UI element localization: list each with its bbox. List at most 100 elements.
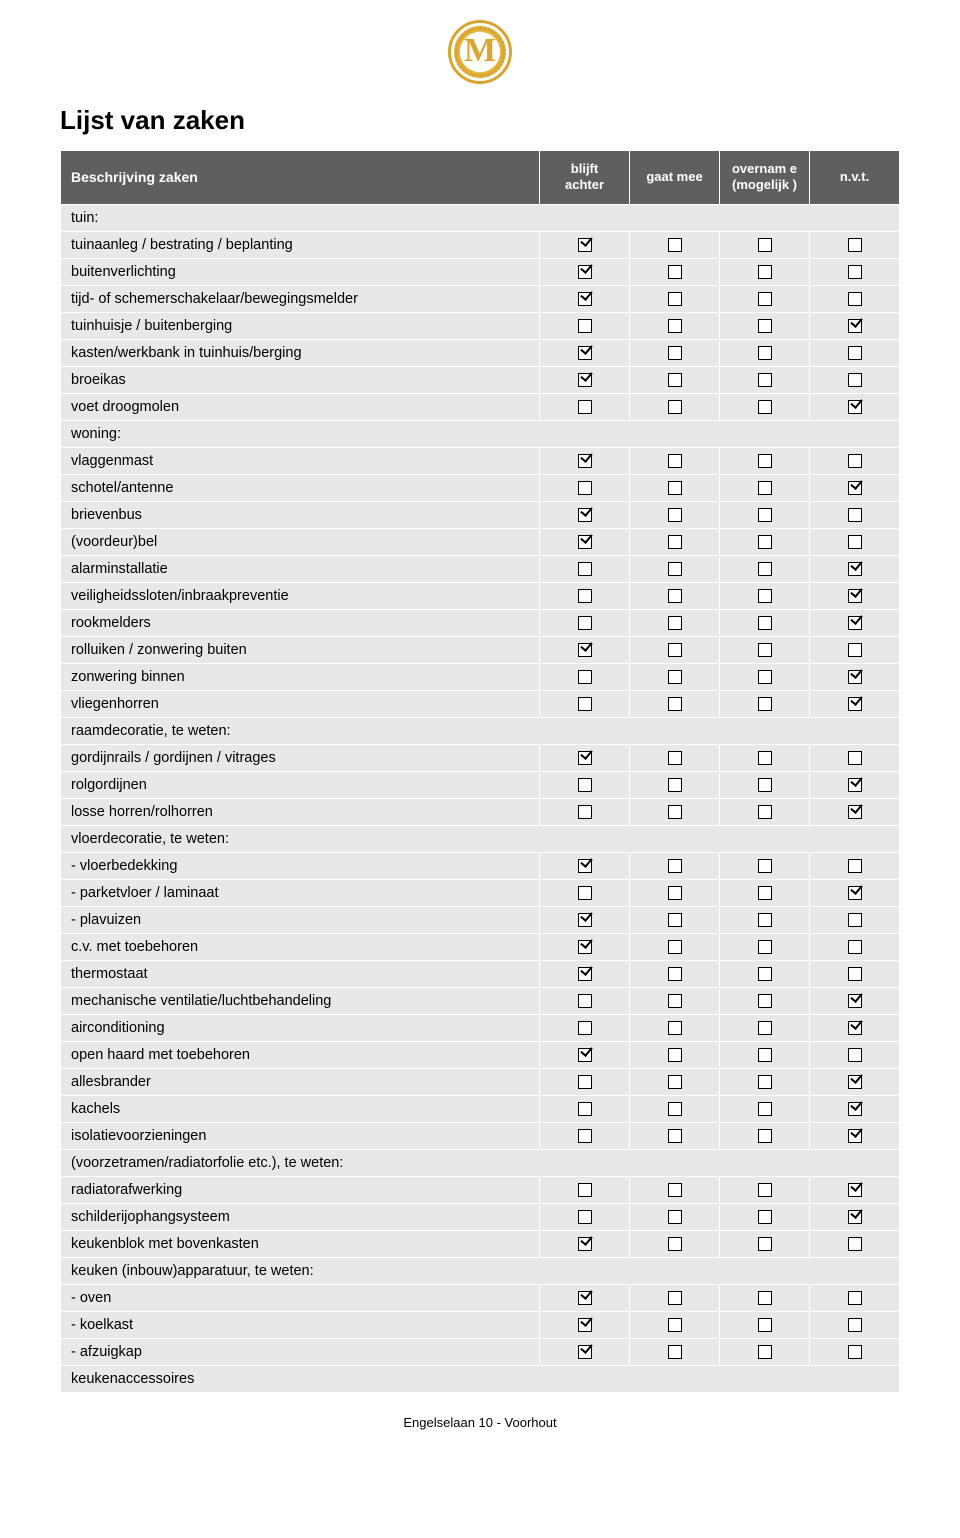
checkbox-empty-icon[interactable] bbox=[758, 1291, 772, 1305]
checkbox-empty-icon[interactable] bbox=[848, 913, 862, 927]
checkbox-empty-icon[interactable] bbox=[578, 994, 592, 1008]
checkbox-empty-icon[interactable] bbox=[758, 778, 772, 792]
checkbox-empty-icon[interactable] bbox=[758, 616, 772, 630]
checkbox-empty-icon[interactable] bbox=[578, 697, 592, 711]
checkbox-empty-icon[interactable] bbox=[758, 1237, 772, 1251]
checkbox-empty-icon[interactable] bbox=[758, 913, 772, 927]
checkbox-checked-icon[interactable] bbox=[578, 238, 592, 252]
checkbox-empty-icon[interactable] bbox=[848, 508, 862, 522]
checkbox-empty-icon[interactable] bbox=[668, 994, 682, 1008]
checkbox-empty-icon[interactable] bbox=[758, 1048, 772, 1062]
checkbox-checked-icon[interactable] bbox=[578, 967, 592, 981]
checkbox-checked-icon[interactable] bbox=[848, 1210, 862, 1224]
checkbox-empty-icon[interactable] bbox=[758, 535, 772, 549]
checkbox-empty-icon[interactable] bbox=[668, 967, 682, 981]
checkbox-checked-icon[interactable] bbox=[578, 1345, 592, 1359]
checkbox-empty-icon[interactable] bbox=[758, 643, 772, 657]
checkbox-empty-icon[interactable] bbox=[578, 1102, 592, 1116]
checkbox-empty-icon[interactable] bbox=[848, 967, 862, 981]
checkbox-checked-icon[interactable] bbox=[848, 1183, 862, 1197]
checkbox-empty-icon[interactable] bbox=[668, 265, 682, 279]
checkbox-empty-icon[interactable] bbox=[668, 1048, 682, 1062]
checkbox-checked-icon[interactable] bbox=[578, 751, 592, 765]
checkbox-empty-icon[interactable] bbox=[758, 751, 772, 765]
checkbox-empty-icon[interactable] bbox=[668, 670, 682, 684]
checkbox-checked-icon[interactable] bbox=[848, 778, 862, 792]
checkbox-empty-icon[interactable] bbox=[758, 1345, 772, 1359]
checkbox-empty-icon[interactable] bbox=[758, 994, 772, 1008]
checkbox-empty-icon[interactable] bbox=[758, 400, 772, 414]
checkbox-empty-icon[interactable] bbox=[758, 1129, 772, 1143]
checkbox-empty-icon[interactable] bbox=[668, 778, 682, 792]
checkbox-empty-icon[interactable] bbox=[578, 589, 592, 603]
checkbox-empty-icon[interactable] bbox=[668, 373, 682, 387]
checkbox-empty-icon[interactable] bbox=[668, 1075, 682, 1089]
checkbox-checked-icon[interactable] bbox=[578, 346, 592, 360]
checkbox-empty-icon[interactable] bbox=[668, 481, 682, 495]
checkbox-checked-icon[interactable] bbox=[848, 805, 862, 819]
checkbox-empty-icon[interactable] bbox=[668, 697, 682, 711]
checkbox-empty-icon[interactable] bbox=[668, 1021, 682, 1035]
checkbox-checked-icon[interactable] bbox=[848, 697, 862, 711]
checkbox-empty-icon[interactable] bbox=[668, 643, 682, 657]
checkbox-empty-icon[interactable] bbox=[758, 1318, 772, 1332]
checkbox-checked-icon[interactable] bbox=[848, 1102, 862, 1116]
checkbox-checked-icon[interactable] bbox=[848, 562, 862, 576]
checkbox-empty-icon[interactable] bbox=[758, 508, 772, 522]
checkbox-empty-icon[interactable] bbox=[668, 913, 682, 927]
checkbox-empty-icon[interactable] bbox=[668, 751, 682, 765]
checkbox-empty-icon[interactable] bbox=[578, 1021, 592, 1035]
checkbox-empty-icon[interactable] bbox=[758, 967, 772, 981]
checkbox-empty-icon[interactable] bbox=[668, 886, 682, 900]
checkbox-empty-icon[interactable] bbox=[668, 1291, 682, 1305]
checkbox-empty-icon[interactable] bbox=[668, 400, 682, 414]
checkbox-checked-icon[interactable] bbox=[578, 859, 592, 873]
checkbox-empty-icon[interactable] bbox=[578, 319, 592, 333]
checkbox-empty-icon[interactable] bbox=[758, 346, 772, 360]
checkbox-empty-icon[interactable] bbox=[668, 319, 682, 333]
checkbox-empty-icon[interactable] bbox=[758, 859, 772, 873]
checkbox-checked-icon[interactable] bbox=[578, 643, 592, 657]
checkbox-empty-icon[interactable] bbox=[758, 886, 772, 900]
checkbox-empty-icon[interactable] bbox=[578, 616, 592, 630]
checkbox-empty-icon[interactable] bbox=[578, 400, 592, 414]
checkbox-empty-icon[interactable] bbox=[758, 319, 772, 333]
checkbox-empty-icon[interactable] bbox=[848, 1237, 862, 1251]
checkbox-empty-icon[interactable] bbox=[668, 1237, 682, 1251]
checkbox-checked-icon[interactable] bbox=[578, 1048, 592, 1062]
checkbox-empty-icon[interactable] bbox=[758, 940, 772, 954]
checkbox-empty-icon[interactable] bbox=[758, 1183, 772, 1197]
checkbox-empty-icon[interactable] bbox=[668, 346, 682, 360]
checkbox-empty-icon[interactable] bbox=[668, 1210, 682, 1224]
checkbox-empty-icon[interactable] bbox=[758, 1210, 772, 1224]
checkbox-empty-icon[interactable] bbox=[578, 1075, 592, 1089]
checkbox-empty-icon[interactable] bbox=[758, 265, 772, 279]
checkbox-empty-icon[interactable] bbox=[758, 1075, 772, 1089]
checkbox-checked-icon[interactable] bbox=[578, 940, 592, 954]
checkbox-checked-icon[interactable] bbox=[578, 265, 592, 279]
checkbox-empty-icon[interactable] bbox=[668, 1129, 682, 1143]
checkbox-empty-icon[interactable] bbox=[848, 643, 862, 657]
checkbox-empty-icon[interactable] bbox=[758, 1102, 772, 1116]
checkbox-empty-icon[interactable] bbox=[758, 292, 772, 306]
checkbox-empty-icon[interactable] bbox=[668, 1345, 682, 1359]
checkbox-empty-icon[interactable] bbox=[848, 292, 862, 306]
checkbox-empty-icon[interactable] bbox=[668, 562, 682, 576]
checkbox-empty-icon[interactable] bbox=[848, 859, 862, 873]
checkbox-checked-icon[interactable] bbox=[848, 886, 862, 900]
checkbox-checked-icon[interactable] bbox=[848, 616, 862, 630]
checkbox-checked-icon[interactable] bbox=[848, 1075, 862, 1089]
checkbox-empty-icon[interactable] bbox=[758, 481, 772, 495]
checkbox-empty-icon[interactable] bbox=[668, 1102, 682, 1116]
checkbox-empty-icon[interactable] bbox=[578, 805, 592, 819]
checkbox-checked-icon[interactable] bbox=[848, 319, 862, 333]
checkbox-empty-icon[interactable] bbox=[758, 238, 772, 252]
checkbox-empty-icon[interactable] bbox=[848, 535, 862, 549]
checkbox-checked-icon[interactable] bbox=[578, 292, 592, 306]
checkbox-checked-icon[interactable] bbox=[578, 454, 592, 468]
checkbox-checked-icon[interactable] bbox=[848, 994, 862, 1008]
checkbox-empty-icon[interactable] bbox=[668, 238, 682, 252]
checkbox-empty-icon[interactable] bbox=[848, 373, 862, 387]
checkbox-empty-icon[interactable] bbox=[668, 535, 682, 549]
checkbox-empty-icon[interactable] bbox=[758, 805, 772, 819]
